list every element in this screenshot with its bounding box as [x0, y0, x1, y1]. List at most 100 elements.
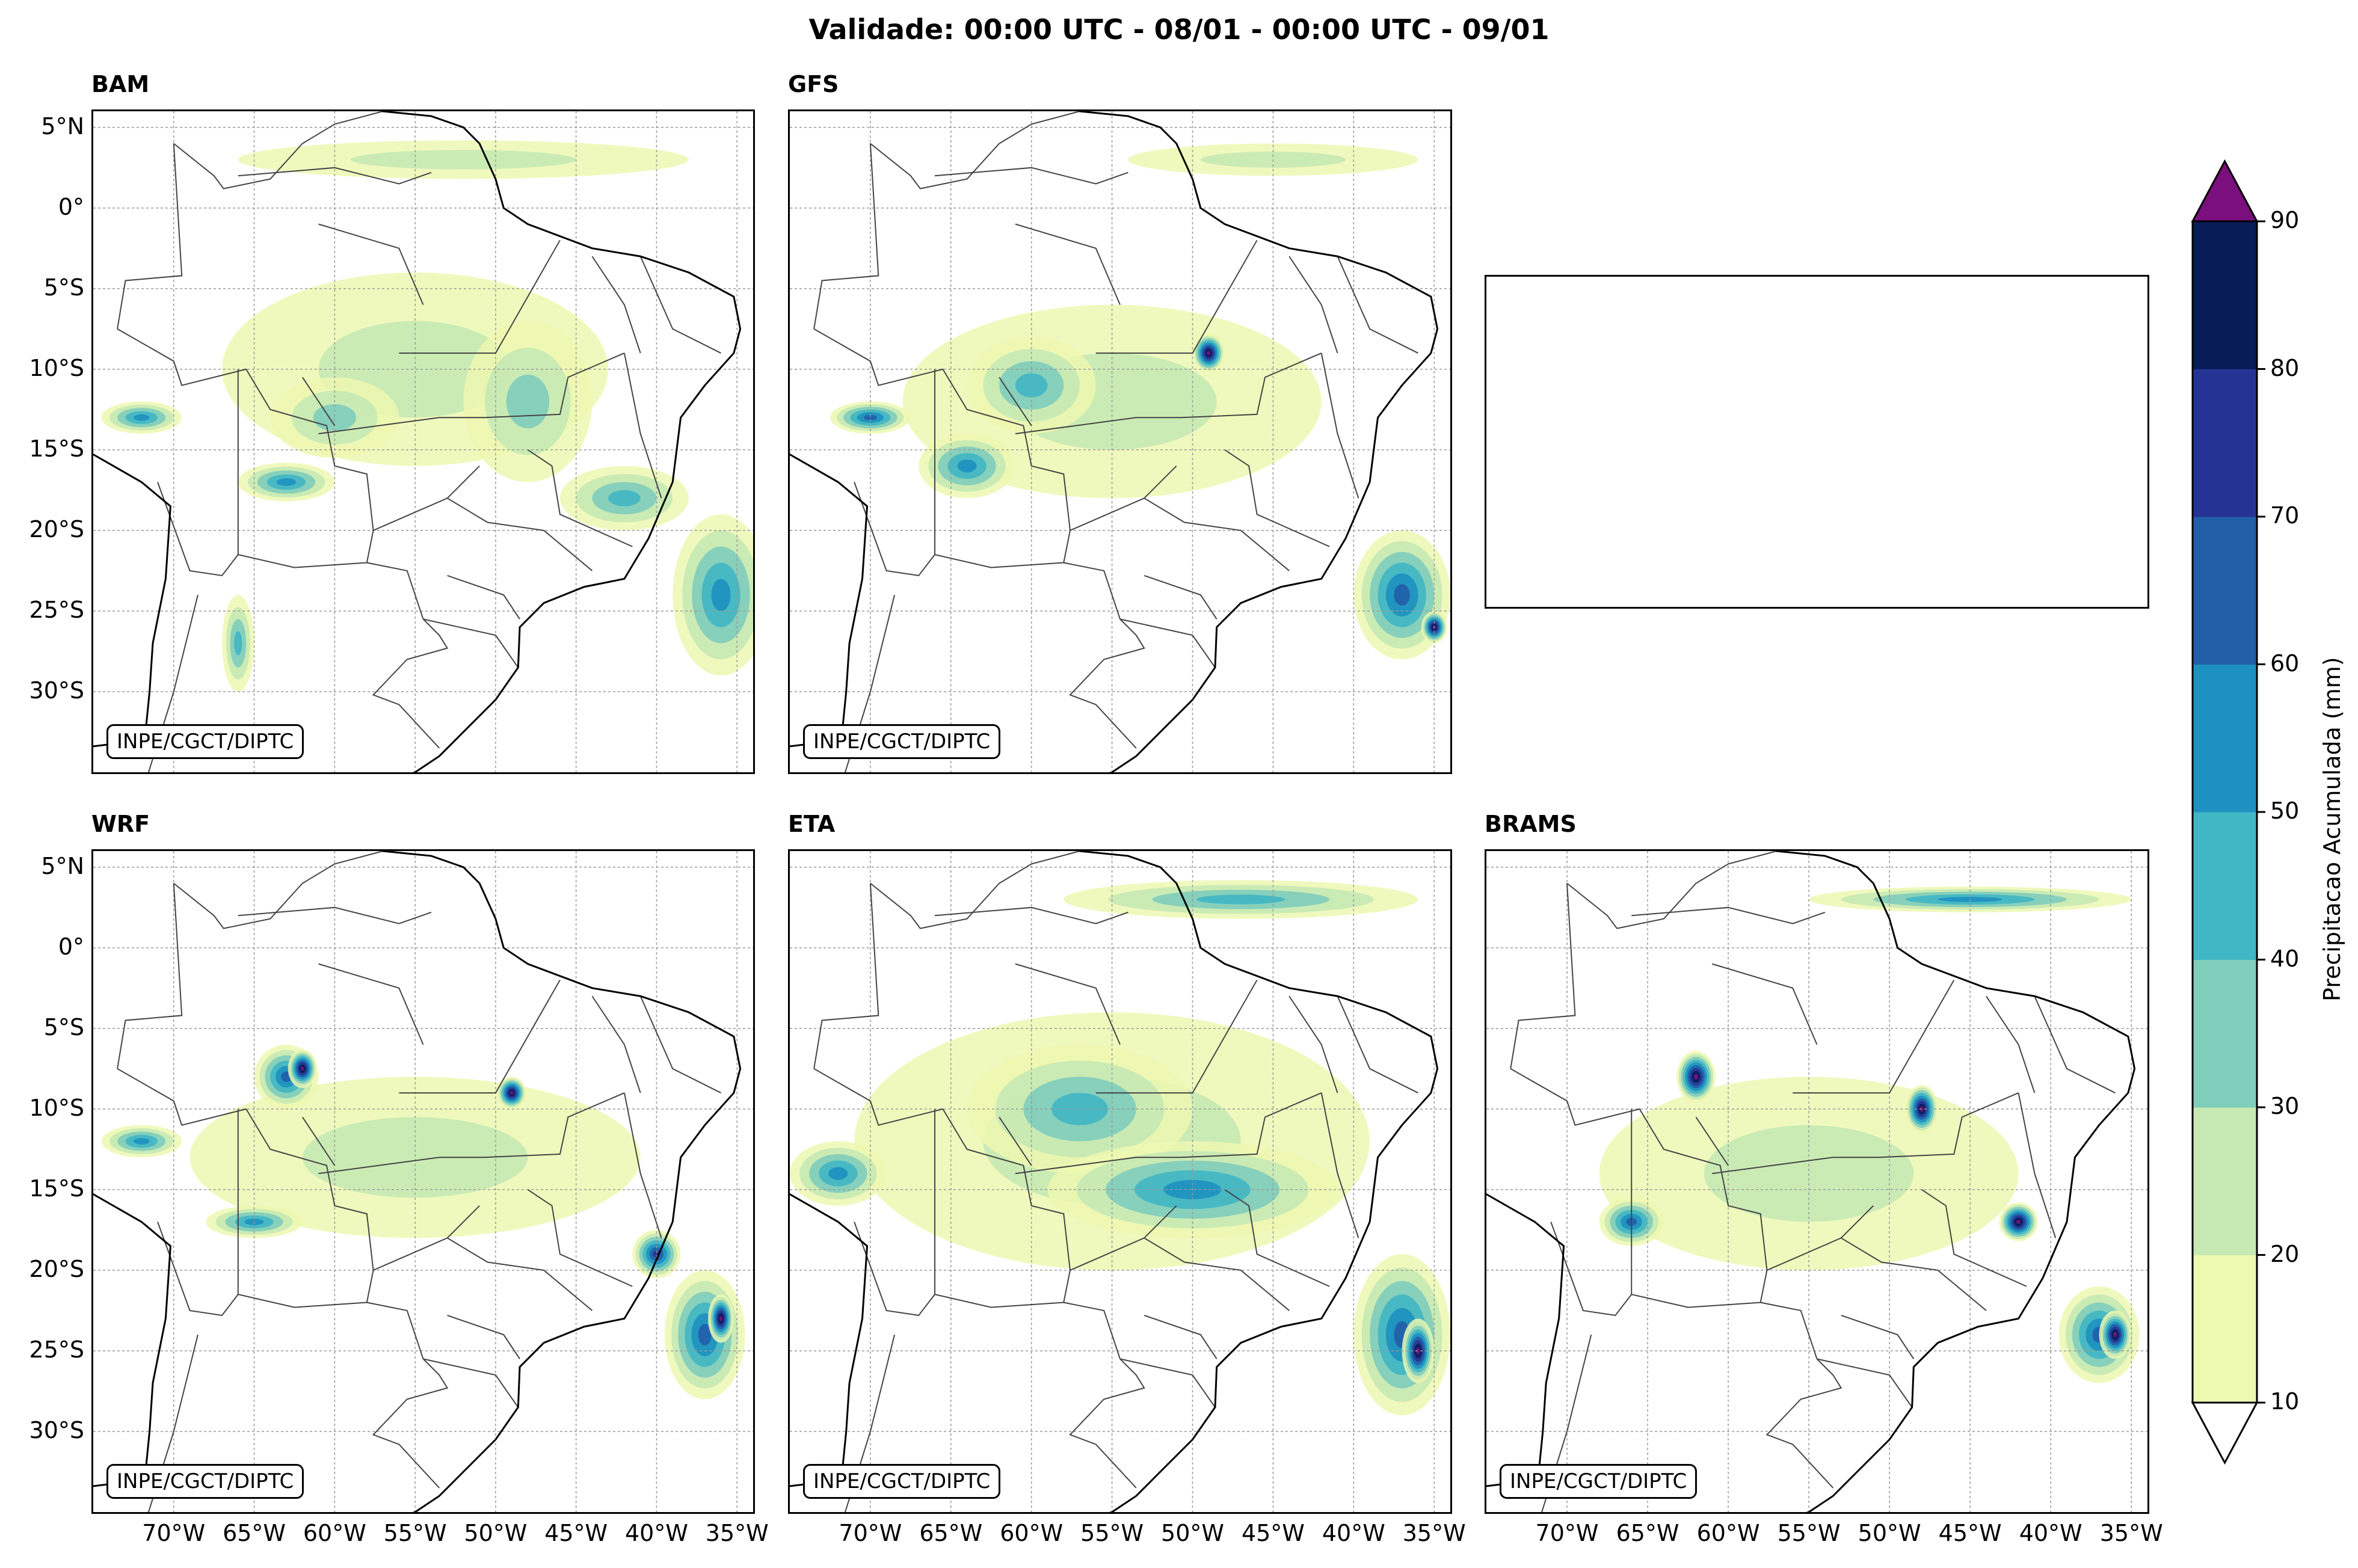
lat-tick-label: 30°S [29, 677, 84, 704]
gridlines [93, 111, 753, 772]
border-line [854, 482, 935, 577]
coastline [790, 111, 1439, 772]
border-line [1015, 352, 1322, 435]
border-line [1510, 1068, 1818, 1359]
border-line [1695, 1116, 1729, 1166]
colorbar-segment [2193, 517, 2257, 665]
precip-cell [608, 490, 641, 506]
lon-tick-label: 50°W [1161, 1520, 1224, 1546]
border-line [845, 1334, 896, 1512]
border-line [591, 256, 641, 354]
border-line [1288, 995, 1338, 1093]
colorbar-segment [2193, 221, 2257, 369]
colorbar-segment [2193, 369, 2257, 517]
lat-tick-label: 5°N [41, 852, 84, 879]
lat-tick-label: 10°S [29, 1094, 84, 1121]
lon-tick-label: 70°W [1535, 1520, 1599, 1546]
border-line [117, 143, 183, 330]
colorbar-tick-label: 70 [2270, 502, 2300, 529]
border-line [999, 1116, 1032, 1166]
gridlines [93, 851, 753, 1512]
border-line [999, 377, 1032, 426]
border-line [372, 1358, 449, 1489]
border-line [173, 111, 383, 189]
colorbar-tick-label: 30 [2270, 1093, 2300, 1119]
border-line [870, 111, 1080, 189]
border-line [1095, 239, 1258, 354]
border-line [147, 594, 199, 772]
precip-cell [133, 414, 150, 421]
precip-cell [828, 1167, 848, 1180]
lon-tick-label: 45°W [1938, 1520, 2002, 1546]
lon-tick-label: 35°W [2099, 1520, 2163, 1546]
border-line [318, 352, 625, 435]
border-line [591, 995, 641, 1093]
border-line [423, 618, 519, 668]
gridlines [790, 851, 1450, 1512]
lon-tick-label: 65°W [919, 1520, 983, 1546]
gridlines [1486, 851, 2147, 1512]
border-line [372, 618, 449, 749]
colorbar-tick-label: 60 [2270, 650, 2300, 677]
precip-cell [1394, 584, 1411, 606]
figure-title: Validade: 00:00 UTC - 08/01 - 00:00 UTC … [808, 13, 1550, 46]
border-line [447, 1237, 593, 1311]
lon-tick-label: 55°W [383, 1520, 447, 1546]
border-line [147, 1334, 199, 1512]
border-line [1550, 1222, 1633, 1317]
precip-cell [2016, 1219, 2021, 1225]
precip-cell [863, 414, 878, 420]
lat-tick-label: 20°S [29, 515, 84, 543]
colorbar-tick-label: 80 [2270, 354, 2300, 381]
border-line [639, 995, 721, 1093]
border-line [1337, 995, 1418, 1093]
colorbar-under-extension [2191, 1401, 2259, 1465]
border-line [813, 328, 1121, 620]
colorbar-tick-label: 10 [2270, 1388, 2300, 1415]
colorbar-segment [2193, 1107, 2257, 1255]
border-line [1069, 1358, 1145, 1489]
border-line [813, 143, 879, 330]
lon-tick-label: 40°W [2019, 1520, 2082, 1546]
border-line [1921, 1189, 2027, 1287]
border-line [373, 466, 480, 531]
border-line [373, 1205, 480, 1271]
lat-tick-label: 15°S [29, 1175, 84, 1202]
lat-tick-label: 5°S [43, 274, 84, 301]
panel-title: BAM [91, 71, 150, 97]
map-canvas [790, 851, 1450, 1512]
precip-cell [277, 478, 297, 486]
political-borders [813, 111, 1418, 772]
border-line [934, 906, 1128, 924]
border-line [1631, 906, 1826, 924]
credit-label: INPE/CGCT/DIPTC [1500, 1464, 1698, 1499]
precip-cell [1015, 373, 1048, 398]
precip-cell [302, 1117, 528, 1198]
lat-tick-label: 0° [58, 193, 84, 220]
border-line [1986, 995, 2036, 1093]
border-line [1119, 1358, 1216, 1408]
border-line [845, 594, 896, 772]
border-line [301, 377, 336, 426]
border-line [813, 883, 879, 1069]
border-line [1288, 256, 1338, 354]
lat-tick-label: 0° [58, 933, 84, 960]
border-line [1711, 963, 1818, 1045]
coastline [790, 851, 1439, 1512]
border-line [157, 482, 239, 577]
border-line [1224, 449, 1330, 547]
empty-panel [1485, 275, 2149, 609]
border-line [117, 883, 183, 1069]
border-line [117, 328, 424, 620]
precip-cell [711, 579, 731, 611]
map-canvas [790, 111, 1450, 772]
lon-tick-label: 70°W [142, 1520, 206, 1546]
lon-tick-label: 40°W [1322, 1520, 1385, 1546]
border-line [238, 906, 432, 924]
border-line [2018, 1092, 2057, 1238]
border-line [1767, 1205, 1874, 1271]
lat-tick-label: 15°S [29, 435, 84, 462]
border-line [318, 1092, 625, 1175]
border-line [301, 1116, 336, 1166]
map-panel-brams: INPE/CGCT/DIPTC [1485, 849, 2149, 1514]
